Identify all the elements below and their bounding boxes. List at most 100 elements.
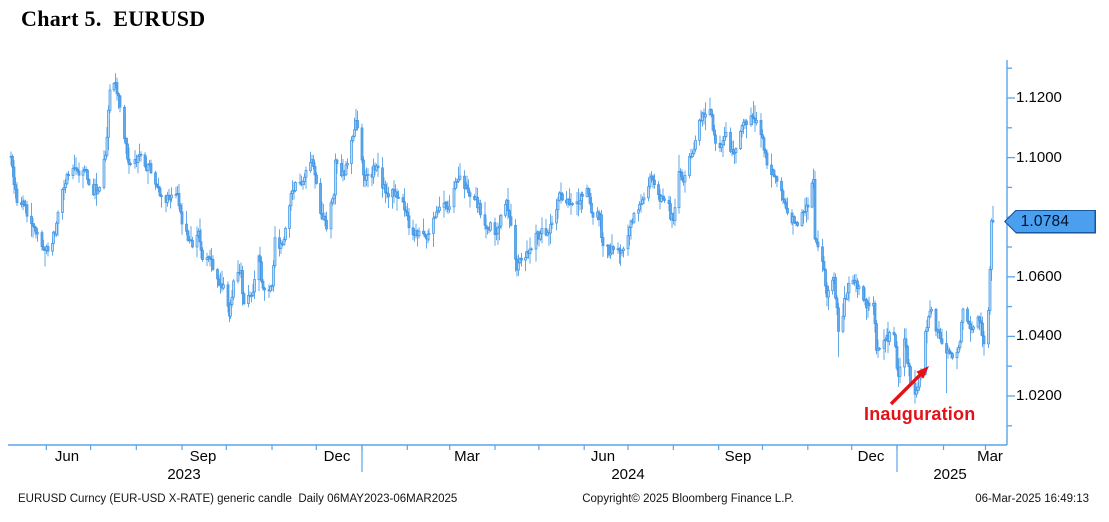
x-axis-month-label: Jun xyxy=(590,448,616,465)
candle-body xyxy=(648,176,652,187)
candle-body xyxy=(126,143,129,160)
candle-body xyxy=(34,227,38,235)
candle-body xyxy=(638,204,641,211)
candle-body xyxy=(821,246,824,262)
candle-body xyxy=(525,250,529,259)
candle-body xyxy=(454,181,457,189)
candle-body xyxy=(312,159,315,167)
candle-body xyxy=(86,169,89,180)
candle-body xyxy=(51,243,54,252)
candle-body xyxy=(846,292,849,300)
candle-body xyxy=(939,332,942,340)
candle-body xyxy=(436,210,440,213)
candle-body xyxy=(483,214,487,226)
candle-body xyxy=(427,233,431,235)
candle-body xyxy=(810,182,814,208)
candle-body xyxy=(136,155,140,163)
candle-body xyxy=(641,199,644,205)
candle-body xyxy=(301,181,305,185)
candle-body xyxy=(146,164,150,171)
candle-body xyxy=(967,321,971,325)
candle-body xyxy=(688,156,691,176)
candle-body xyxy=(25,204,29,217)
candle-body xyxy=(761,134,764,139)
candle-body xyxy=(118,95,122,108)
candle-body xyxy=(222,284,225,289)
candle-body xyxy=(208,256,212,260)
candle-body xyxy=(105,136,109,156)
x-axis-month-label: Mar xyxy=(977,448,1003,465)
candle-body xyxy=(270,285,274,288)
candle-body xyxy=(329,202,333,230)
candle-body xyxy=(211,259,215,270)
candle-body xyxy=(365,175,368,181)
x-axis-month-label: Mar xyxy=(454,448,480,465)
candle-body xyxy=(463,175,466,189)
candle-body xyxy=(71,168,75,176)
candle-body xyxy=(915,390,918,395)
candle-body xyxy=(657,184,660,195)
candle-body xyxy=(720,144,723,149)
candle-body xyxy=(600,214,603,238)
candle-body xyxy=(673,207,677,221)
candle-body xyxy=(930,308,933,312)
candle-body xyxy=(353,129,356,137)
candle-body xyxy=(423,233,427,237)
candle-body xyxy=(691,153,694,157)
candle-body xyxy=(765,152,769,166)
candle-body xyxy=(40,232,44,248)
candle-body xyxy=(517,262,520,271)
candle-body xyxy=(76,168,79,172)
candle-body xyxy=(62,187,66,190)
candle-body xyxy=(230,296,234,305)
candle-body xyxy=(831,279,834,292)
candle-body xyxy=(98,187,101,192)
candle-body xyxy=(269,286,272,292)
candle-body xyxy=(724,131,728,137)
footer-instrument-info: EURUSD Curncy (EUR-USD X-RATE) generic c… xyxy=(18,493,458,505)
candle-body xyxy=(344,164,348,176)
annotation-arrow-line xyxy=(889,372,923,406)
candle-body xyxy=(540,228,544,235)
candle-body xyxy=(154,172,157,185)
candle-body xyxy=(667,200,671,205)
candle-body xyxy=(117,93,120,97)
candle-body xyxy=(948,349,951,353)
candle-body xyxy=(198,230,202,243)
candle-body xyxy=(764,149,767,154)
candle-body xyxy=(632,212,636,223)
candle-body xyxy=(448,206,451,210)
candle-body xyxy=(395,191,399,198)
candle-body xyxy=(904,338,908,347)
candle-body xyxy=(46,246,50,252)
candle-body xyxy=(484,224,488,229)
candle-body xyxy=(506,199,510,212)
candle-body xyxy=(180,211,184,225)
candle-body xyxy=(742,122,745,126)
candle-body xyxy=(591,212,595,218)
candle-body xyxy=(555,209,558,224)
candle-body xyxy=(924,331,927,375)
candle-body xyxy=(949,351,953,354)
last-price-tag-body: 1.0784 xyxy=(1005,211,1095,232)
candle-body xyxy=(445,202,449,209)
candle-body xyxy=(550,222,554,225)
candle-body xyxy=(637,209,640,214)
candle-body xyxy=(913,382,917,395)
candle-body xyxy=(384,184,387,194)
candle-body xyxy=(334,159,337,196)
candle-body xyxy=(698,119,701,141)
candle-body xyxy=(401,197,405,203)
candle-body xyxy=(403,201,406,211)
candle-body xyxy=(759,120,763,136)
candle-body xyxy=(622,248,625,251)
candle-body xyxy=(588,193,592,204)
candle-body xyxy=(340,163,343,177)
candle-body xyxy=(835,297,839,309)
candle-body xyxy=(229,304,232,317)
candle-body xyxy=(170,194,173,199)
candle-body xyxy=(856,280,859,290)
candle-body xyxy=(578,200,582,205)
candle-body xyxy=(626,235,630,250)
candle-body xyxy=(499,214,503,227)
